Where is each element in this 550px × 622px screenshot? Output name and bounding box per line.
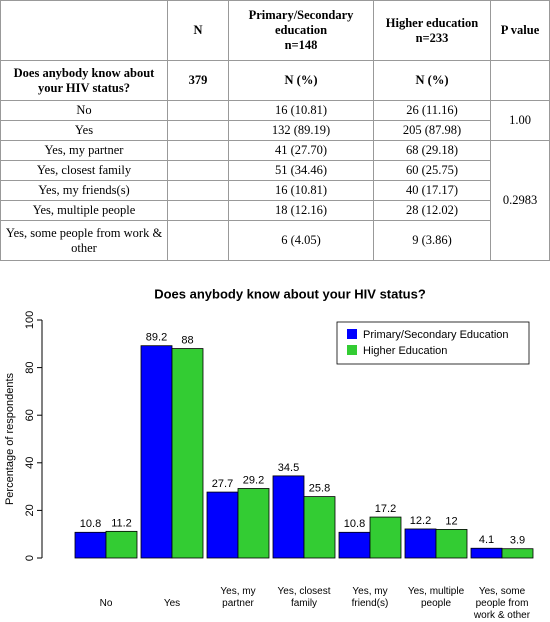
- cell-line: Higher education: [385, 15, 479, 30]
- x-tick-label: Yes, some people from work & other: [473, 586, 531, 621]
- table-cell: N (%): [228, 60, 374, 101]
- table-cell: Primary/Secondary education n=148: [228, 0, 374, 61]
- table-cell: [490, 60, 550, 101]
- table-cell: 1.00: [490, 100, 550, 141]
- y-tick-label: 80: [24, 361, 36, 373]
- legend-swatch: [347, 329, 357, 339]
- bar: [369, 516, 402, 559]
- value-label: 34.5: [278, 462, 299, 474]
- value-label: 89.2: [146, 332, 167, 344]
- cell-line: Primary/Secondary: [248, 8, 354, 22]
- value-label: 11.2: [111, 517, 132, 529]
- table-cell: 51 (34.46): [228, 160, 374, 181]
- bar: [140, 345, 173, 559]
- value-label: 29.2: [243, 474, 264, 486]
- value-label: 27.7: [212, 478, 233, 490]
- x-tick-label: Yes: [163, 598, 181, 609]
- table-cell: 18 (12.16): [228, 200, 374, 221]
- table-row: Yes, my partner 41 (27.70) 68 (29.18) 0.298…: [0, 140, 550, 261]
- bar: [74, 531, 107, 559]
- data-table: N Primary/Secondary education n=148 Higher e…: [0, 0, 550, 261]
- table-cell: 26 (11.16): [373, 100, 491, 121]
- bar: [404, 528, 437, 559]
- table-cell: Yes, some people from work & other: [0, 220, 168, 261]
- value-label: 25.8: [309, 483, 330, 495]
- table-cell: [0, 0, 168, 61]
- x-tick-label: Yes, my friend(s): [351, 586, 389, 609]
- cell-line: education: [274, 23, 328, 37]
- table-row: Yes, some people from work & other 6 (4.0…: [0, 220, 550, 261]
- table-cell: 9 (3.86): [373, 220, 491, 261]
- table-row: Yes, my friends(s) 16 (10.81) 40 (17.17): [0, 180, 550, 201]
- y-tick-label: 40: [24, 457, 36, 469]
- cell-line: n=233: [415, 30, 449, 45]
- table-row: Does anybody know about your HIV status?…: [0, 60, 550, 101]
- table-cell: Does anybody know about your HIV status?: [0, 60, 168, 101]
- cell-line: n=148: [284, 38, 318, 52]
- x-tick-label: Yes, closest family: [277, 586, 331, 609]
- bar: [303, 496, 336, 559]
- table-row: Yes, multiple people 18 (12.16) 28 (12.02): [0, 200, 550, 221]
- table-cell: P value: [490, 0, 550, 61]
- bar: [171, 348, 204, 559]
- bar: [272, 475, 305, 559]
- x-tick-label: Yes, my partner: [220, 586, 256, 609]
- table-cell: 6 (4.05): [228, 220, 374, 261]
- value-label: 4.1: [479, 534, 494, 546]
- value-label: 12.2: [410, 515, 431, 527]
- table-cell: N (%): [373, 60, 491, 101]
- table-row: No 16 (10.81) 26 (11.16) 1.00: [0, 100, 550, 141]
- legend-label: Higher Education: [363, 345, 447, 357]
- bar: [338, 531, 371, 559]
- bar: [105, 530, 138, 559]
- table-cell: 41 (27.70): [228, 140, 374, 161]
- value-label: 10.8: [80, 518, 101, 530]
- bar: [470, 547, 503, 559]
- table-row: Yes 132 (89.19) 205 (87.98): [0, 120, 550, 141]
- y-axis-label: Percentage of respondents: [4, 372, 16, 505]
- value-label: 12: [445, 515, 457, 527]
- table-cell: 60 (25.75): [373, 160, 491, 181]
- bar: [435, 529, 468, 559]
- x-tick-label: Yes, multiple people: [407, 586, 465, 609]
- bar: [237, 488, 270, 559]
- x-tick-label: No: [99, 598, 113, 609]
- y-tick-label: 0: [24, 555, 36, 561]
- table-row: Yes, closest family 51 (34.46) 60 (25.75): [0, 160, 550, 181]
- table-cell: Higher education n=233: [373, 0, 491, 61]
- table-cell: 379: [167, 60, 229, 101]
- table-cell: 0.2983: [490, 140, 550, 261]
- chart-title: Does anybody know about your HIV status?: [154, 286, 426, 301]
- value-label: 17.2: [375, 503, 396, 515]
- bar: [206, 491, 239, 559]
- value-label: 88: [181, 334, 193, 346]
- bar: [501, 548, 534, 559]
- table-cell: Yes, my friends(s): [0, 180, 168, 201]
- value-label: 3.9: [510, 535, 525, 547]
- legend-box: [336, 321, 530, 365]
- table-row: N Primary/Secondary education n=148 Higher e…: [0, 0, 550, 61]
- table-cell: 40 (17.17): [373, 180, 491, 201]
- legend-swatch: [347, 345, 357, 355]
- value-label: 10.8: [344, 518, 365, 530]
- legend-label: Primary/Secondary Education: [363, 329, 509, 341]
- y-tick-label: 100: [24, 311, 36, 329]
- y-tick-label: 20: [24, 504, 36, 516]
- y-tick-label: 60: [24, 409, 36, 421]
